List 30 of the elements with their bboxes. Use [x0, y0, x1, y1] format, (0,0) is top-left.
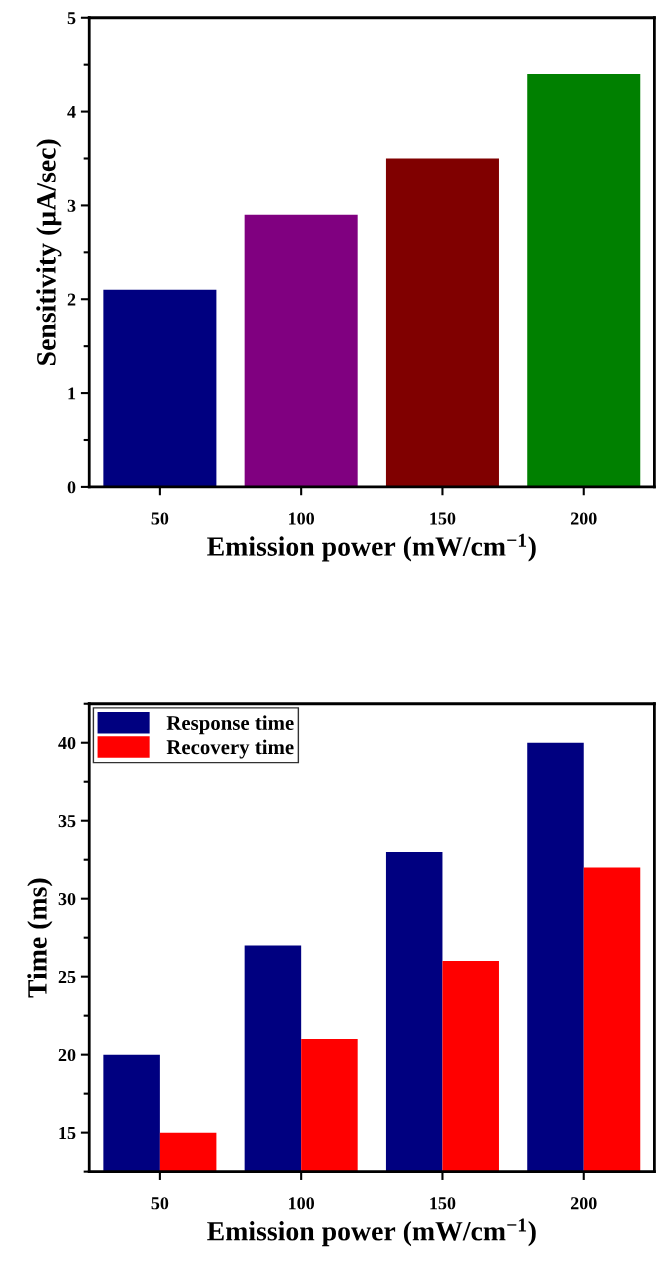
y-tick-label: 4 — [67, 105, 76, 118]
y-tick-label: 2 — [67, 293, 76, 306]
y-tick-label: 3 — [67, 199, 76, 212]
y-axis-title: Time (ms) — [27, 878, 53, 998]
bar — [385, 158, 499, 487]
y-tick-label: 5 — [67, 12, 76, 25]
x-tick-label: 150 — [430, 1197, 456, 1210]
y-tick-label: 1 — [68, 387, 76, 400]
bar — [244, 214, 358, 487]
x-tick-label: 200 — [570, 1197, 597, 1210]
x-tick-label: 200 — [570, 512, 597, 525]
y-tick-label: 35 — [58, 815, 76, 828]
bar — [103, 289, 217, 487]
y-tick-label: 40 — [58, 736, 76, 750]
y-tick-label: 30 — [58, 892, 76, 906]
x-tick-label: 50 — [151, 512, 169, 525]
x-axis-title: Emission power (mW/cm$^{−1}$) — [207, 533, 536, 562]
y-tick-label: 15 — [59, 1126, 76, 1140]
y-tick-label: 20 — [58, 1048, 76, 1062]
x-tick-label: 150 — [430, 512, 456, 525]
legend-label: Recovery time — [166, 739, 294, 759]
legend-label: Response time — [166, 715, 294, 735]
y-tick-label: 0 — [67, 481, 76, 494]
x-axis-title: Emission power (mW/cm$^{−1}$) — [207, 1218, 536, 1247]
x-tick-label: 100 — [289, 1197, 315, 1210]
y-tick-label: 25 — [58, 970, 76, 984]
y-axis-title: Sensitivity (µA/sec) — [36, 139, 62, 365]
x-tick-label: 100 — [289, 512, 315, 525]
bar — [527, 74, 641, 487]
x-tick-label: 50 — [151, 1197, 169, 1210]
